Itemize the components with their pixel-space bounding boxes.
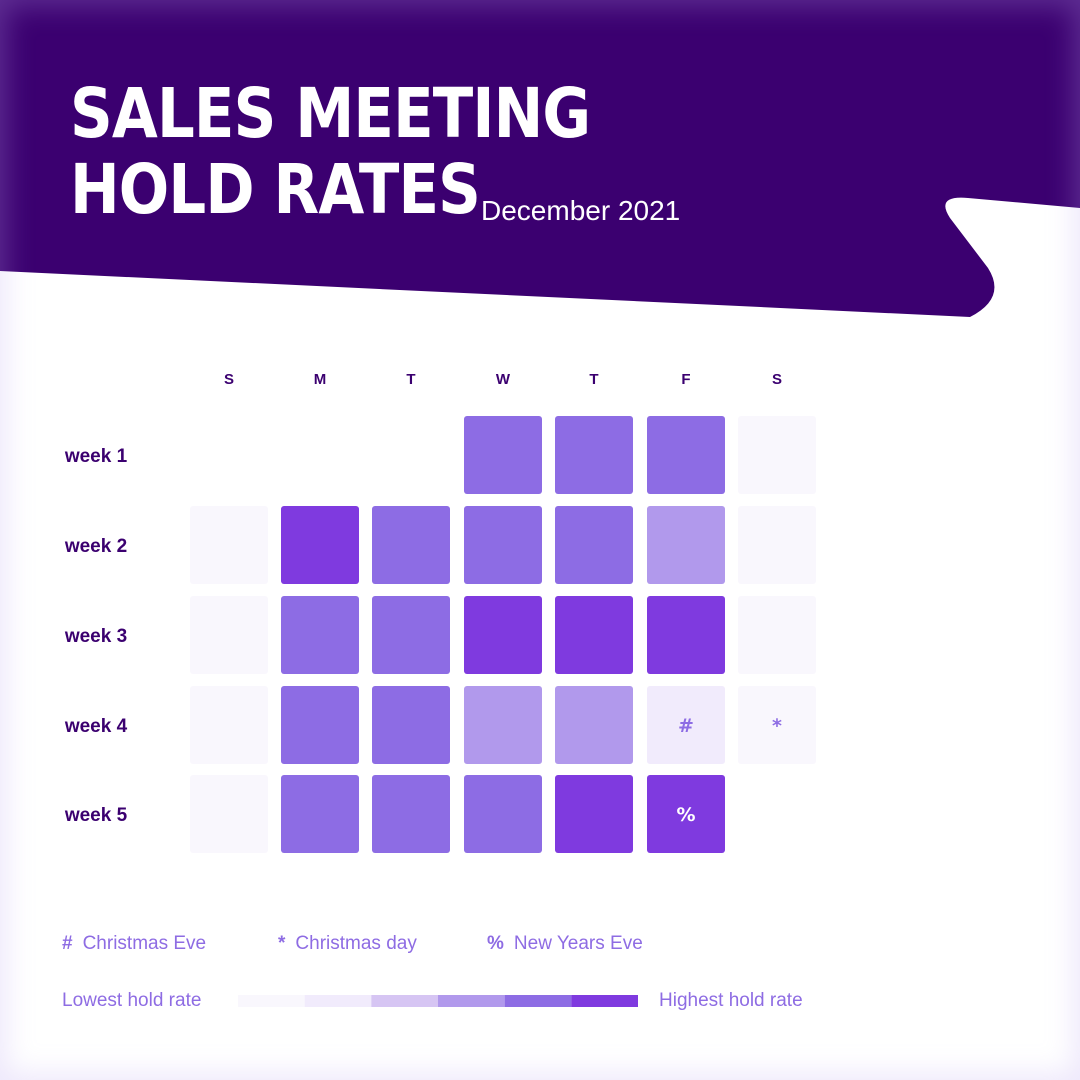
heatmap-cell (372, 596, 450, 674)
scale-high-label: Highest hold rate (659, 990, 803, 1011)
heatmap-cell (555, 416, 633, 494)
heatmap-cell (464, 416, 542, 494)
heatmap-cell (738, 596, 816, 674)
heatmap-cell (555, 686, 633, 764)
legend-item-new-years-eve: % New Years Eve (487, 931, 643, 957)
week-label: week 4 (64, 716, 128, 737)
legend-label: Christmas Eve (82, 933, 207, 954)
heatmap-cell (555, 596, 633, 674)
day-label: F (681, 371, 690, 388)
scale-segment (304, 995, 372, 1007)
legend-symbol: # (62, 933, 73, 954)
heatmap-cell (372, 775, 450, 853)
legend-label: Christmas day (295, 933, 417, 954)
scale-segment (504, 995, 572, 1007)
scale-segment (238, 995, 305, 1007)
heatmap-cell (281, 596, 359, 674)
color-scale-bar (238, 995, 638, 1007)
heatmap-cell (647, 775, 725, 853)
scale-segment (371, 995, 438, 1007)
heatmap-cell (464, 775, 542, 853)
heatmap-cell (555, 775, 633, 853)
day-label: W (496, 371, 511, 388)
legend-symbol: % (487, 933, 504, 954)
day-label: S (772, 371, 782, 388)
heatmap-cell (372, 686, 450, 764)
heatmap-cell (647, 686, 725, 764)
heatmap-cell (464, 686, 542, 764)
heatmap-cell (281, 506, 359, 584)
week-label: week 1 (64, 446, 128, 467)
legend-symbol: * (278, 933, 286, 954)
page-title: SALES MEETING HOLD RATES (70, 74, 591, 230)
title-line-1: SALES MEETING (70, 74, 591, 154)
heatmap-cell (738, 686, 816, 764)
page-subtitle: December 2021 (481, 195, 681, 226)
week-label: week 2 (64, 536, 127, 557)
heatmap-cell (190, 686, 268, 764)
day-label: T (406, 371, 415, 388)
scale-segment (571, 995, 638, 1007)
legend-item-christmas-eve: # Christmas Eve (62, 931, 206, 957)
heatmap-cell (464, 506, 542, 584)
week-label: week 5 (64, 805, 128, 826)
cell-marker: # (678, 715, 694, 737)
heatmap-cell (555, 506, 633, 584)
heatmap-cell (281, 686, 359, 764)
heatmap-cell (464, 596, 542, 674)
cell-marker: % (676, 804, 695, 826)
day-label: M (314, 371, 327, 388)
heatmap-cell (647, 416, 725, 494)
heatmap-cell (190, 596, 268, 674)
day-label: S (224, 371, 234, 388)
week-label: week 3 (64, 626, 127, 647)
day-label: T (589, 371, 598, 388)
heatmap-cell (281, 775, 359, 853)
heatmap-cell (190, 506, 268, 584)
heatmap-cell (372, 506, 450, 584)
scale-low-label: Lowest hold rate (62, 990, 202, 1011)
heatmap-cell (738, 416, 816, 494)
heatmap-cell (738, 506, 816, 584)
cell-marker: * (772, 715, 782, 737)
legend-label: New Years Eve (513, 933, 643, 954)
heatmap-cell (190, 775, 268, 853)
legend-item-christmas-day: * Christmas day (278, 931, 417, 957)
header-banner-shape (0, 0, 1080, 317)
scale-segment (438, 995, 505, 1007)
header-banner (0, 0, 1080, 317)
title-line-2: HOLD RATES (70, 150, 481, 230)
heatmap-cell (647, 506, 725, 584)
heatmap-cell (647, 596, 725, 674)
